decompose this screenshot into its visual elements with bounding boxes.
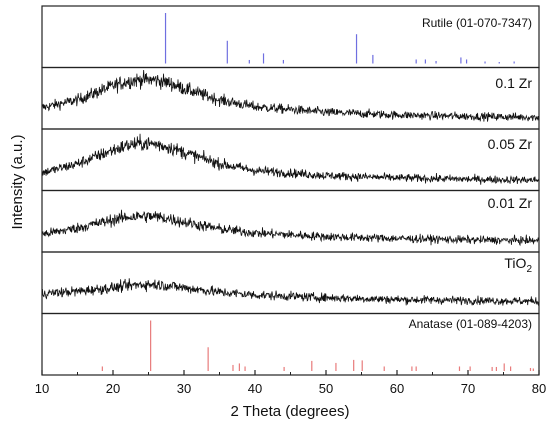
anatase-reference-label: Anatase (01-089-4203) (409, 317, 532, 331)
series-label-0-1-zr: 0.1 Zr (495, 75, 532, 91)
x-tick-label-30: 30 (177, 381, 191, 396)
series-label-tio2-subscript: 2 (526, 264, 532, 275)
series-label-tio2: TiO2 (504, 255, 532, 275)
xrd-pattern-0-01-zr (41, 209, 540, 247)
rutile-reference-label: Rutile (01-070-7347) (422, 16, 532, 30)
x-tick-label-80: 80 (532, 381, 546, 396)
x-tick-label-40: 40 (248, 381, 262, 396)
y-axis-title: Intensity (a.u.) (9, 134, 26, 229)
x-axis-title: 2 Theta (degrees) (231, 403, 350, 420)
xrd-pattern-tio2 (41, 278, 540, 306)
xrd-pattern-0-1-zr (41, 70, 540, 122)
series-label-tio2-main: TiO (504, 255, 526, 271)
xrd-pattern-0-05-zr (41, 133, 540, 185)
x-tick-label-50: 50 (319, 381, 333, 396)
x-tick-label-20: 20 (106, 381, 120, 396)
panel-layer (41, 5, 540, 376)
x-tick-label-70: 70 (461, 381, 475, 396)
series-label-0-05-zr: 0.05 Zr (488, 136, 533, 152)
x-tick-marks (41, 370, 540, 375)
x-tick-label-10: 10 (35, 381, 49, 396)
x-tick-label-60: 60 (390, 381, 404, 396)
series-label-0-01-zr: 0.01 Zr (488, 195, 533, 211)
